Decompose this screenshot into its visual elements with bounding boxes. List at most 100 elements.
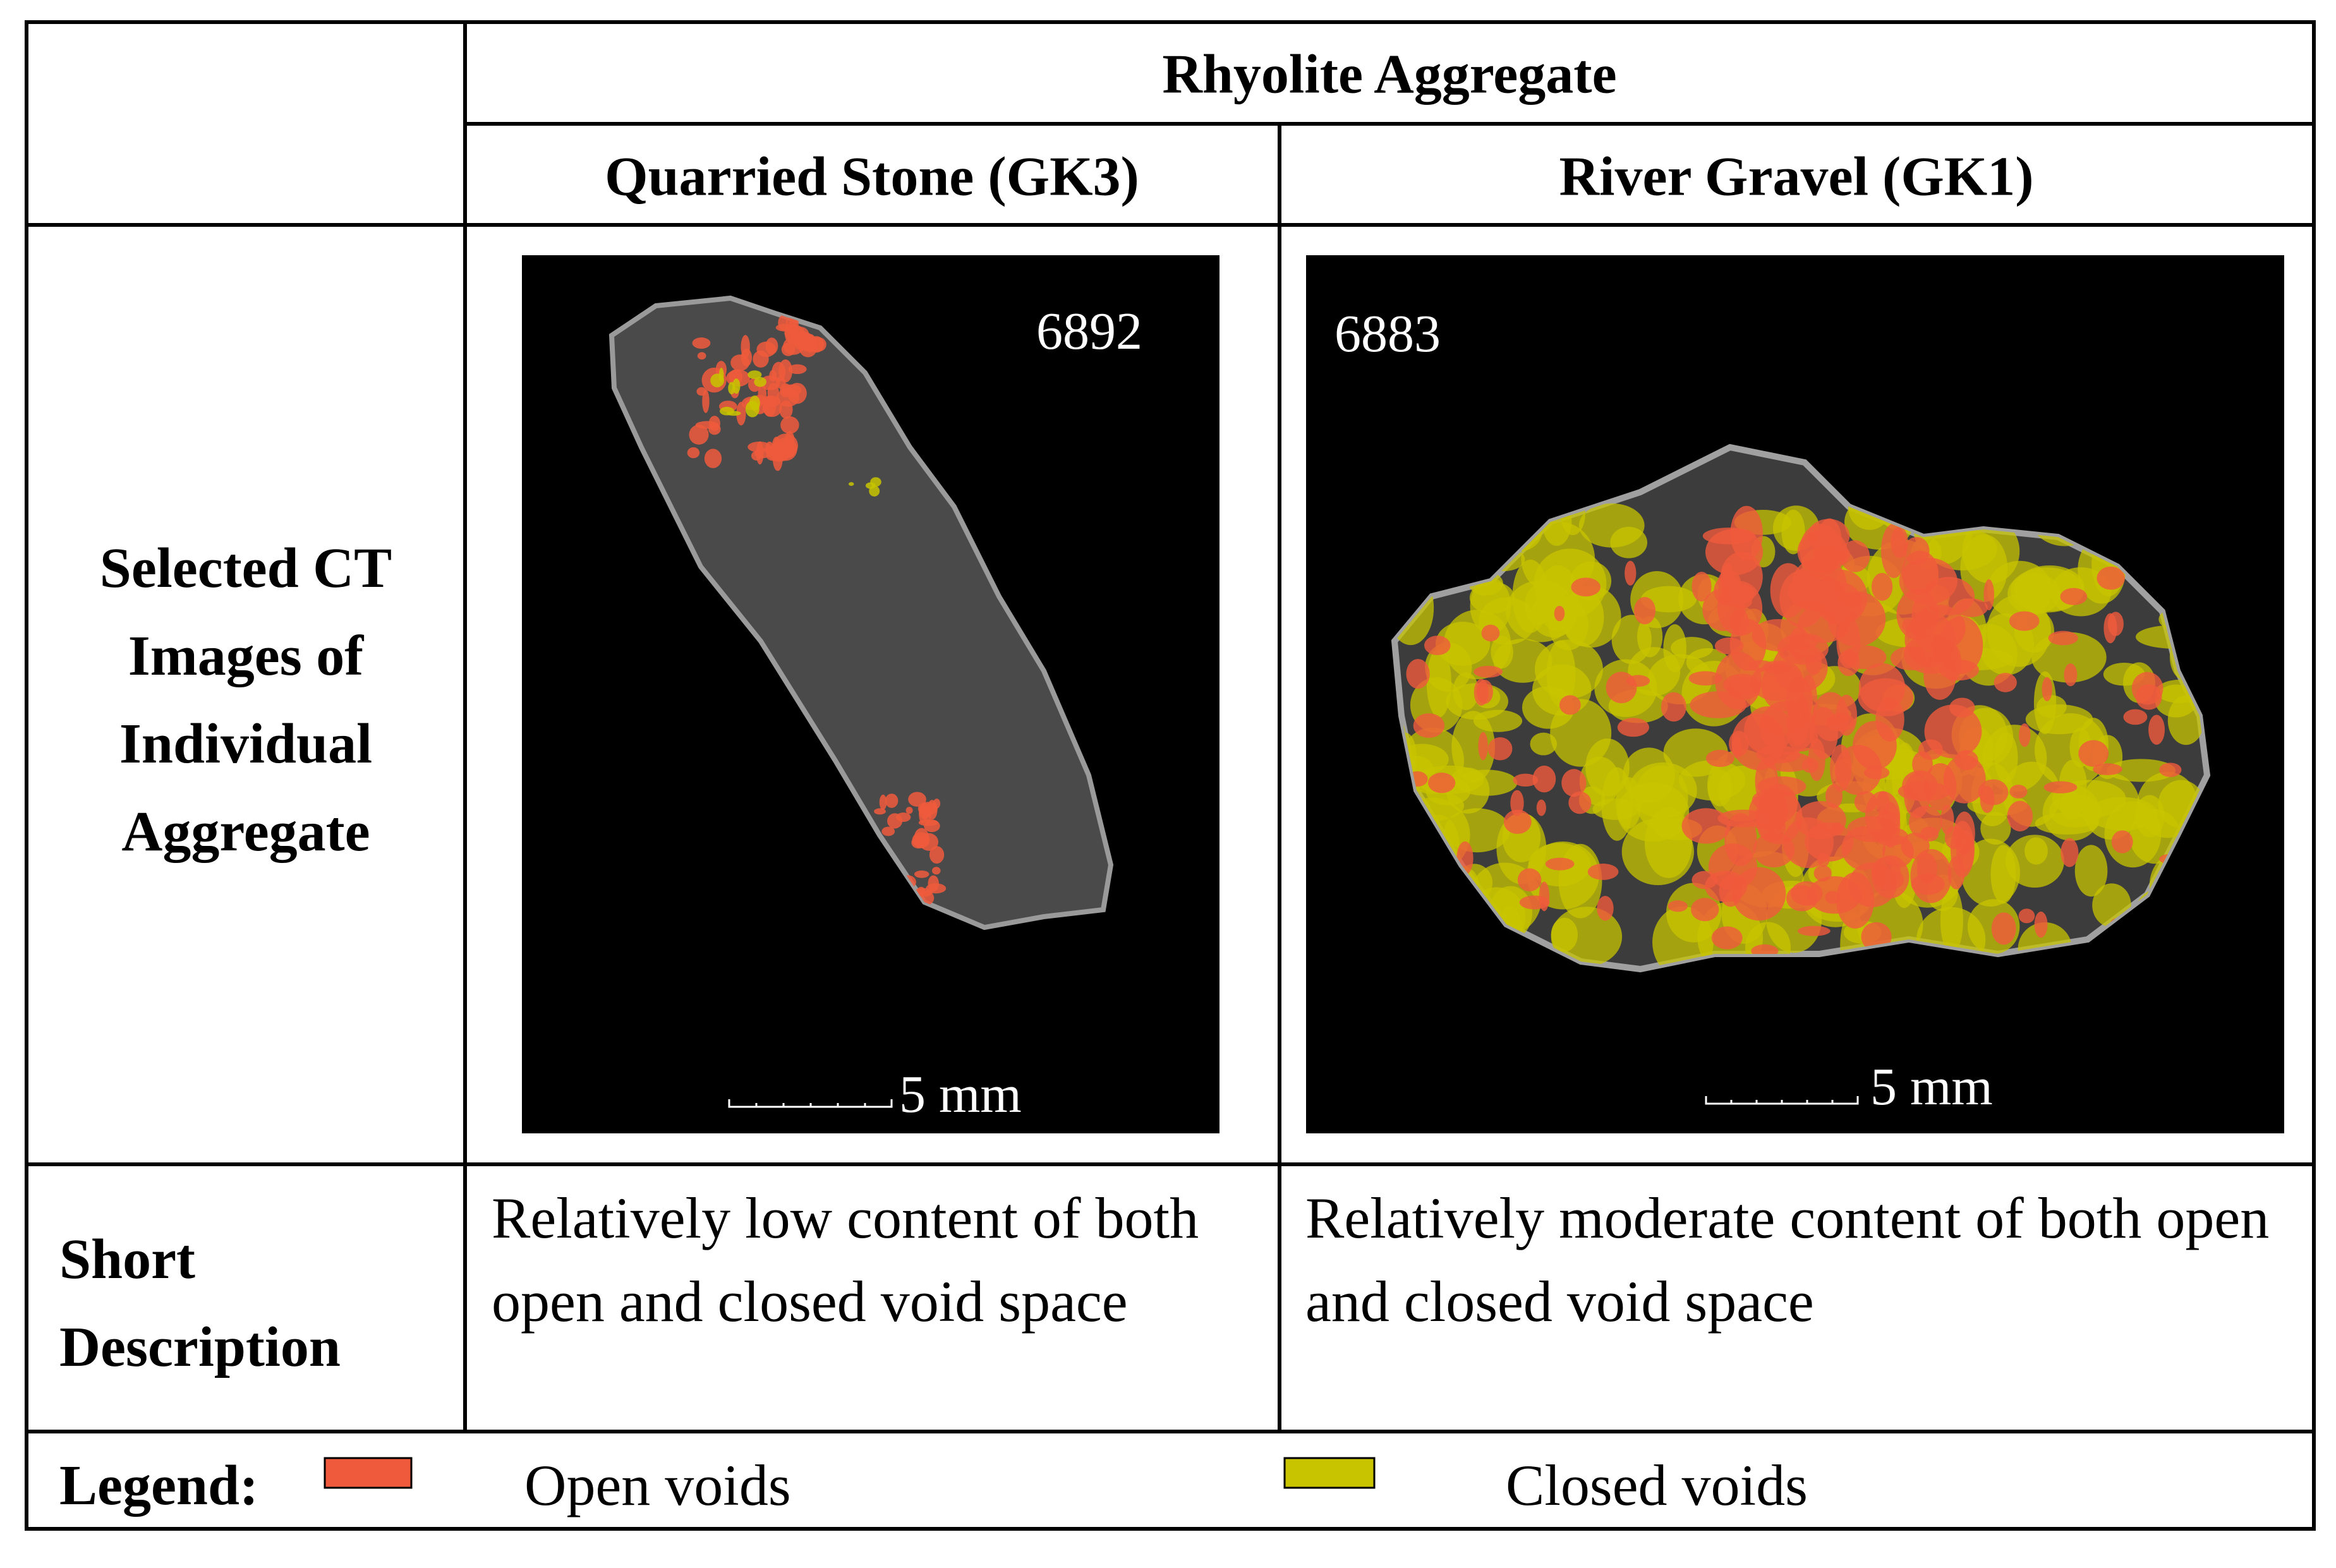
scale-label: 5 mm — [899, 1065, 1022, 1124]
void-blob — [1610, 526, 1648, 558]
void-blob — [1940, 805, 1954, 835]
void-blob — [2042, 677, 2052, 701]
void-blob — [2155, 684, 2198, 718]
void-blob — [1875, 869, 1904, 890]
void-blob — [2031, 632, 2107, 683]
void-blob — [1626, 675, 1650, 687]
label-line: Aggregate — [121, 800, 370, 863]
void-blob — [704, 449, 722, 468]
void-blob — [879, 794, 887, 811]
void-blob — [1722, 563, 1733, 581]
void-blob — [778, 359, 793, 383]
void-blob — [2043, 781, 2078, 793]
void-blob — [1871, 572, 1893, 601]
void-blob — [1517, 868, 1542, 892]
void-blob — [1912, 605, 1966, 651]
void-blob — [1561, 769, 1587, 797]
void-blob — [1487, 737, 1513, 761]
void-blob — [758, 383, 767, 405]
void-blob — [1510, 790, 1524, 816]
void-blob — [1554, 605, 1565, 622]
void-blob — [1426, 648, 1451, 718]
void-blob — [1955, 598, 1988, 617]
void-blob — [2136, 684, 2162, 710]
void-blob — [1478, 732, 1488, 761]
void-blob — [1830, 822, 1844, 836]
void-blob — [1960, 534, 2008, 603]
void-blob — [1931, 634, 1946, 663]
void-blob — [2009, 785, 2028, 799]
void-blob — [1625, 560, 1637, 586]
void-blob — [1978, 779, 2009, 805]
void-blob — [1691, 572, 1712, 602]
void-blob — [747, 370, 762, 379]
scale-bar — [1705, 1096, 1859, 1105]
void-blob — [1691, 898, 1719, 922]
void-blob — [1719, 874, 1743, 907]
void-blob — [924, 807, 931, 824]
void-blob — [2018, 908, 2035, 924]
void-blob — [2093, 763, 2122, 775]
void-blob — [1940, 886, 1963, 955]
void-blob — [1585, 738, 1630, 797]
void-blob — [1980, 812, 2011, 845]
void-blob — [775, 323, 794, 332]
void-blob — [848, 482, 854, 486]
void-blob — [2042, 785, 2101, 841]
label-line: Images of — [128, 625, 364, 687]
void-blob — [1571, 577, 1601, 597]
void-blob — [1587, 863, 1619, 880]
legend-label: Legend: — [59, 1454, 258, 1517]
void-blob — [772, 447, 783, 471]
void-blob — [1559, 695, 1581, 715]
legend-swatch — [1283, 1457, 1376, 1489]
void-blob — [1837, 649, 1860, 677]
label-line: Individual — [119, 713, 373, 775]
group-header: Rhyolite Aggregate — [1162, 44, 1617, 106]
void-blob — [1801, 757, 1819, 773]
void-blob — [2074, 845, 2108, 897]
void-blob — [1427, 772, 1456, 793]
void-blob — [2159, 763, 2182, 777]
void-blob — [2019, 723, 2031, 747]
void-blob — [2107, 612, 2124, 636]
void-blob — [741, 348, 753, 367]
void-blob — [2148, 715, 2165, 745]
void-blob — [2007, 800, 2033, 831]
void-blob — [1621, 818, 1694, 886]
void-blob — [1781, 509, 1805, 555]
void-blob — [787, 382, 807, 404]
rock-left — [608, 295, 1114, 931]
void-blob — [870, 477, 881, 487]
void-blob — [905, 807, 913, 814]
void-blob — [932, 867, 941, 875]
void-blob — [732, 378, 741, 394]
void-blob — [1708, 843, 1758, 890]
label-line: Selected CT — [99, 537, 392, 600]
void-blob — [914, 870, 929, 878]
void-blob — [1597, 896, 1614, 921]
row-label: Selected CT Images of Individual Aggrega… — [27, 524, 465, 876]
void-blob — [1901, 833, 1930, 859]
void-blobs-left — [687, 313, 947, 906]
image-id: 6883 — [1334, 305, 1441, 363]
void-blob — [926, 883, 947, 894]
void-blob — [765, 445, 773, 455]
void-blob — [2034, 911, 2048, 938]
void-blob — [1916, 853, 1937, 884]
void-blob — [1798, 926, 1831, 936]
void-blob — [2088, 797, 2158, 831]
scale-bar — [728, 1099, 893, 1108]
void-blob — [1611, 615, 1652, 665]
void-blob — [1545, 857, 1575, 871]
column-header: Quarried Stone (GK3) — [605, 146, 1139, 208]
void-blob — [885, 793, 899, 808]
void-blob — [765, 337, 778, 355]
void-blob — [1730, 505, 1763, 561]
void-blob — [753, 350, 769, 368]
void-blob — [1444, 808, 1510, 853]
void-blob — [1876, 791, 1890, 816]
void-blob — [2123, 709, 2148, 725]
void-blob — [702, 389, 710, 413]
